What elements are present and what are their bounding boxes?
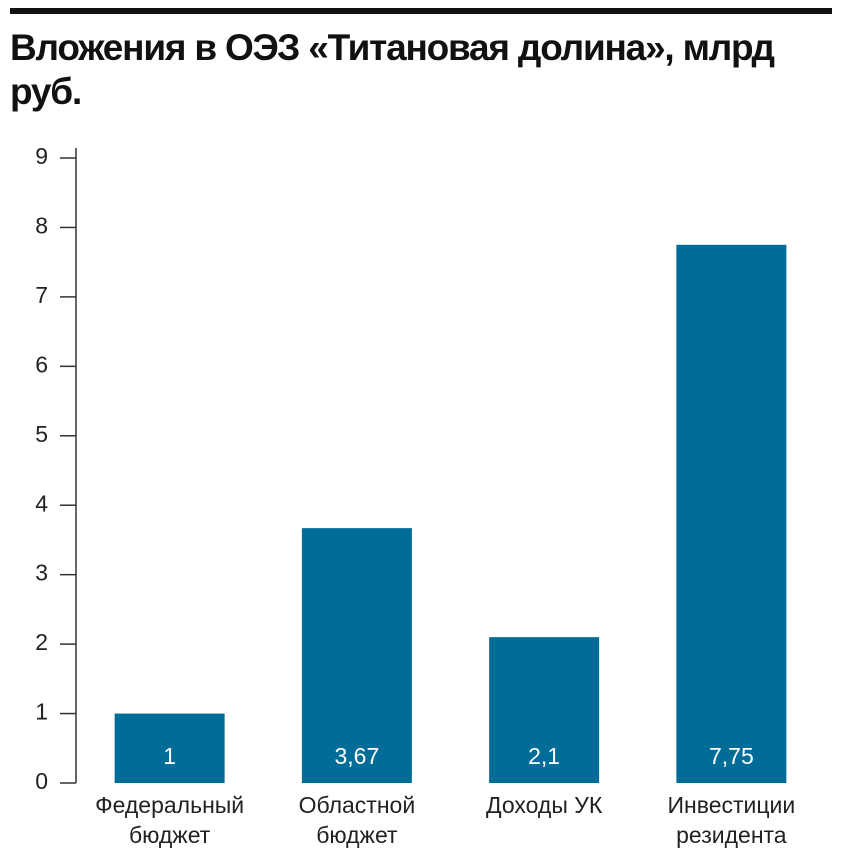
bar [489, 637, 600, 783]
y-tick-label: 8 [35, 213, 48, 239]
top-rule [10, 8, 832, 14]
y-tick-label: 6 [35, 351, 48, 377]
x-tick-label: Инвестиции резидента [667, 792, 796, 848]
value-label: 1 [163, 743, 176, 769]
y-tick-label: 7 [35, 282, 48, 308]
x-tick-label: Федеральный бюджет [95, 792, 245, 848]
y-tick-label: 3 [35, 560, 48, 586]
y-tick-label: 4 [35, 490, 48, 516]
value-label: 3,67 [334, 743, 379, 769]
y-tick-label: 9 [35, 143, 48, 169]
bar [676, 244, 787, 784]
y-tick-label: 2 [35, 629, 48, 655]
value-label: 2,1 [528, 743, 560, 769]
chart-title: Вложения в ОЭЗ «Титановая долина», млрд … [10, 27, 775, 112]
x-tick-label: Доходы УК [486, 792, 603, 818]
bar [114, 713, 225, 783]
y-tick-label: 5 [35, 421, 48, 447]
x-tick-label: Областной бюджет [298, 792, 416, 848]
bar [301, 528, 412, 783]
y-tick-label: 0 [35, 768, 48, 794]
y-tick-label: 1 [35, 699, 48, 725]
value-label: 7,75 [709, 743, 754, 769]
